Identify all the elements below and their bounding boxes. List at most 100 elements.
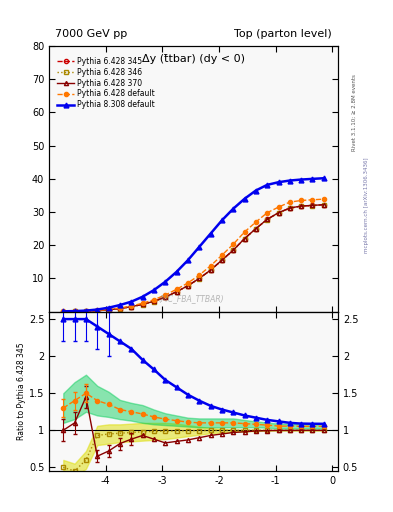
Pythia 6.428 346 [95,308,99,314]
Pythia 6.428 345 [140,301,145,307]
Pythia 8.308 default [288,178,292,184]
Pythia 8.308 default [253,187,258,194]
Line: Pythia 6.428 default: Pythia 6.428 default [61,197,326,313]
Pythia 6.428 370 [185,283,190,289]
Text: mcplots.cern.ch [arXiv:1306.3436]: mcplots.cern.ch [arXiv:1306.3436] [364,157,369,252]
Pythia 6.428 345 [299,203,303,209]
Pythia 6.428 default [265,210,270,216]
Pythia 6.428 default [174,286,179,292]
Pythia 6.428 370 [95,308,99,314]
Pythia 6.428 default [288,199,292,205]
Pythia 6.428 345 [185,283,190,289]
Pythia 6.428 default [129,303,134,309]
Text: (MC_FBA_TTBAR): (MC_FBA_TTBAR) [158,294,224,304]
Pythia 6.428 default [321,196,326,202]
Pythia 6.428 346 [72,308,77,314]
Pythia 8.308 default [276,179,281,185]
Pythia 6.428 345 [310,202,315,208]
Pythia 6.428 346 [140,302,145,308]
Pythia 6.428 370 [118,306,122,312]
Pythia 8.308 default [185,257,190,263]
Pythia 8.308 default [129,298,134,305]
Pythia 6.428 345 [231,247,235,253]
Pythia 6.428 default [276,204,281,210]
Pythia 6.428 345 [220,257,224,263]
Pythia 8.308 default [174,269,179,275]
Pythia 6.428 345 [208,267,213,273]
Pythia 6.428 345 [129,304,134,310]
Pythia 6.428 345 [163,294,167,300]
Pythia 6.428 370 [299,203,303,209]
Pythia 6.428 345 [152,298,156,305]
Pythia 6.428 346 [185,283,190,289]
Pythia 6.428 default [310,197,315,203]
Pythia 6.428 default [197,272,202,278]
Pythia 6.428 default [253,219,258,225]
Pythia 6.428 346 [299,203,303,209]
Pythia 8.308 default [140,294,145,300]
Pythia 6.428 345 [118,306,122,312]
Pythia 8.308 default [242,196,247,202]
Pythia 8.308 default [310,176,315,182]
Pythia 6.428 default [152,296,156,303]
Text: 7000 GeV pp: 7000 GeV pp [55,29,127,39]
Pythia 6.428 345 [288,205,292,211]
Pythia 6.428 370 [321,202,326,208]
Pythia 6.428 345 [106,307,111,313]
Pythia 8.308 default [61,308,66,314]
Pythia 6.428 345 [197,275,202,282]
Pythia 6.428 370 [242,236,247,242]
Pythia 6.428 370 [61,308,66,314]
Pythia 6.428 default [242,229,247,235]
Pythia 6.428 346 [310,203,315,209]
Pythia 6.428 345 [72,308,77,314]
Pythia 6.428 346 [253,226,258,232]
Pythia 6.428 370 [84,308,88,314]
Pythia 6.428 346 [106,307,111,313]
Pythia 8.308 default [84,308,88,314]
Pythia 6.428 346 [61,308,66,314]
Pythia 6.428 370 [231,247,235,253]
Pythia 8.308 default [197,244,202,250]
Pythia 8.308 default [220,217,224,223]
Pythia 8.308 default [106,305,111,311]
Pythia 6.428 345 [253,226,258,232]
Pythia 8.308 default [208,230,213,237]
Pythia 6.428 default [185,280,190,286]
Line: Pythia 8.308 default: Pythia 8.308 default [61,176,326,314]
Pythia 6.428 default [61,308,66,314]
Pythia 6.428 370 [220,257,224,263]
Pythia 6.428 345 [84,308,88,314]
Pythia 6.428 370 [163,294,167,300]
Pythia 6.428 370 [106,307,111,313]
Pythia 8.308 default [231,206,235,212]
Pythia 6.428 default [140,300,145,306]
Pythia 6.428 370 [265,216,270,222]
Pythia 6.428 default [72,308,77,314]
Pythia 6.428 370 [197,275,202,282]
Pythia 6.428 346 [84,308,88,314]
Pythia 8.308 default [321,175,326,181]
Pythia 6.428 370 [288,205,292,211]
Pythia 6.428 346 [321,202,326,208]
Pythia 6.428 default [118,305,122,311]
Pythia 6.428 345 [242,236,247,242]
Pythia 6.428 346 [220,258,224,264]
Pythia 6.428 370 [174,289,179,295]
Text: Rivet 3.1.10; ≥ 2.8M events: Rivet 3.1.10; ≥ 2.8M events [352,74,357,151]
Pythia 6.428 default [95,307,99,313]
Pythia 6.428 346 [276,210,281,216]
Pythia 6.428 346 [242,236,247,242]
Pythia 6.428 346 [152,298,156,305]
Pythia 6.428 345 [276,210,281,216]
Pythia 6.428 370 [310,202,315,208]
Y-axis label: Ratio to Pythia 6.428 345: Ratio to Pythia 6.428 345 [17,343,26,440]
Pythia 6.428 345 [95,308,99,314]
Pythia 8.308 default [152,287,156,293]
Pythia 8.308 default [118,302,122,308]
Pythia 6.428 345 [321,202,326,208]
Pythia 8.308 default [95,307,99,313]
Pythia 6.428 default [84,308,88,314]
Text: Δy (t̄tbar) (dy < 0): Δy (t̄tbar) (dy < 0) [142,54,245,64]
Pythia 6.428 345 [265,216,270,222]
